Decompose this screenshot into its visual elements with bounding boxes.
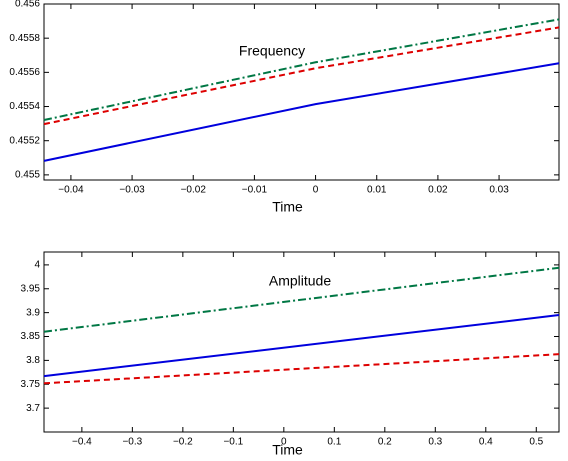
x-tick-label: 0.2 xyxy=(378,437,392,448)
y-tick-label: 0.4552 xyxy=(9,135,40,146)
y-tick-label: 4 xyxy=(34,260,40,271)
y-tick-label: 3.85 xyxy=(21,331,41,342)
y-tick-label: 3.9 xyxy=(26,307,40,318)
x-tick-label: 0.3 xyxy=(428,437,442,448)
x-tick-label: 0.03 xyxy=(489,185,509,196)
x-axis-label: Time xyxy=(272,442,303,458)
x-tick-label: 0 xyxy=(281,437,287,448)
x-tick-label: −0.04 xyxy=(58,185,84,196)
y-tick-label: 0.4554 xyxy=(9,101,40,112)
y-tick-label: 3.8 xyxy=(26,355,40,366)
x-tick-label: 0 xyxy=(313,185,319,196)
y-tick-label: 0.456 xyxy=(15,0,40,10)
x-tick-label: 0.1 xyxy=(327,437,341,448)
plot-title: Amplitude xyxy=(269,273,331,289)
x-tick-label: 0.5 xyxy=(529,437,543,448)
data-line xyxy=(43,266,560,333)
y-tick-label: 3.95 xyxy=(21,283,41,294)
x-tick-label: −0.2 xyxy=(173,437,193,448)
x-tick-label: −0.4 xyxy=(72,437,92,448)
x-tick-label: 0.4 xyxy=(479,437,493,448)
data-line xyxy=(43,353,560,385)
plot-frame xyxy=(43,251,560,433)
y-tick-label: 0.4558 xyxy=(9,33,40,44)
x-axis-label: Time xyxy=(272,199,303,215)
x-tick-label: −0.01 xyxy=(242,185,268,196)
data-line xyxy=(43,18,560,122)
x-tick-label: −0.3 xyxy=(122,437,142,448)
y-tick-label: 0.4556 xyxy=(9,67,40,78)
plot-title: Frequency xyxy=(239,43,305,59)
x-tick-label: 0.02 xyxy=(428,185,448,196)
x-tick-label: −0.1 xyxy=(223,437,243,448)
y-tick-label: 3.75 xyxy=(21,379,41,390)
data-line xyxy=(43,314,560,378)
y-tick-label: 0.455 xyxy=(15,170,40,181)
y-tick-label: 3.7 xyxy=(26,403,40,414)
plot-frame xyxy=(43,3,560,181)
data-line xyxy=(43,26,560,126)
x-tick-label: 0.01 xyxy=(367,185,387,196)
x-tick-label: −0.02 xyxy=(181,185,207,196)
data-line xyxy=(43,62,560,162)
x-tick-label: −0.03 xyxy=(119,185,145,196)
